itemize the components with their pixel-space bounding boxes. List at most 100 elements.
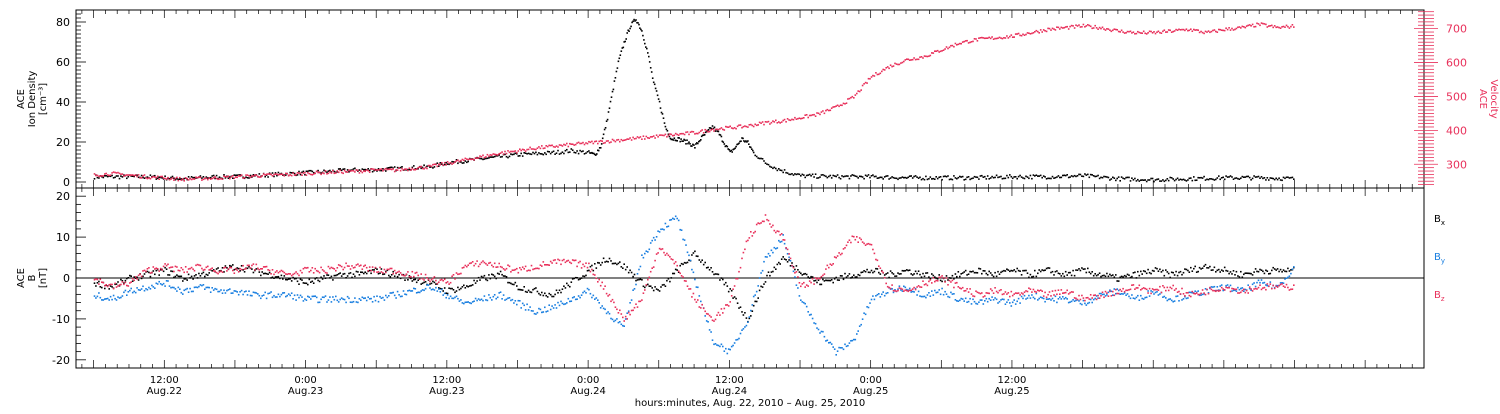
ion-density-point <box>1085 174 1088 176</box>
bx-point <box>1070 274 1073 277</box>
bx-point <box>1009 270 1011 273</box>
bz-point <box>115 286 118 288</box>
by-point <box>754 294 756 296</box>
velocity-point <box>826 108 829 111</box>
velocity-point <box>246 174 249 176</box>
by-point <box>532 310 534 312</box>
by-point <box>151 284 153 287</box>
bz-point <box>769 223 771 225</box>
ion-density-point <box>1198 177 1201 179</box>
by-point <box>438 288 440 290</box>
bx-point <box>1260 269 1263 271</box>
bx-point <box>382 273 384 276</box>
velocity-point <box>457 159 459 161</box>
velocity-point <box>1206 31 1208 33</box>
x-tick-time-label: 12:00 <box>432 375 461 386</box>
ion-density-point <box>327 170 330 172</box>
by-point <box>154 287 156 289</box>
velocity-point <box>451 163 453 165</box>
bx-point <box>296 280 299 283</box>
ion-density-point <box>589 152 591 154</box>
bz-point <box>358 265 361 267</box>
velocity-point <box>752 125 755 128</box>
bx-point <box>639 278 642 281</box>
by-point <box>975 302 977 305</box>
bx-point <box>1287 267 1289 270</box>
velocity-point <box>914 58 917 61</box>
by-point <box>817 328 820 331</box>
ion-density-point <box>1191 179 1194 182</box>
ion-density-point <box>923 178 926 181</box>
b-axis-label: [nT] <box>38 268 49 288</box>
by-point <box>757 285 759 287</box>
ion-density-point <box>960 176 962 178</box>
ion-density-point <box>1271 177 1273 179</box>
velocity-point <box>189 177 191 180</box>
bz-point <box>652 266 655 268</box>
ion-density-point <box>601 137 604 140</box>
bx-point <box>786 261 789 263</box>
bz-point <box>808 280 811 282</box>
by-point <box>265 297 268 300</box>
ion-density-point <box>878 177 880 179</box>
velocity-point <box>585 142 587 144</box>
velocity-point <box>760 122 762 124</box>
bz-point <box>1056 293 1058 296</box>
ion-density-point <box>730 149 732 152</box>
bz-point <box>520 268 522 271</box>
by-point <box>1172 300 1174 303</box>
ion-density-point <box>976 176 979 179</box>
ion-density-point <box>1190 177 1192 179</box>
by-point <box>156 283 159 285</box>
ion-density-point <box>1159 180 1161 182</box>
bx-point <box>911 274 914 276</box>
ion-density-point <box>1200 176 1202 179</box>
ion-density-point <box>745 140 747 142</box>
by-point <box>642 256 645 259</box>
bz-point <box>726 304 729 306</box>
by-point <box>1137 294 1139 297</box>
by-point <box>541 311 543 314</box>
bz-point <box>385 271 387 274</box>
by-point <box>647 251 649 253</box>
bz-point <box>1206 288 1208 291</box>
by-point <box>911 290 914 293</box>
bx-point <box>1163 274 1166 277</box>
bx-point <box>773 266 776 269</box>
velocity-point <box>1178 28 1180 31</box>
by-point <box>1078 300 1080 302</box>
by-point <box>402 290 405 292</box>
bz-point <box>586 266 589 269</box>
bx-point <box>340 275 343 277</box>
by-point <box>1203 293 1205 295</box>
ion-density-point <box>1082 175 1085 178</box>
bx-point <box>976 272 979 274</box>
bz-point <box>289 273 291 275</box>
bx-point <box>1269 272 1272 275</box>
bz-point <box>129 282 131 284</box>
bz-point <box>939 276 942 279</box>
bz-point <box>104 284 106 287</box>
bx-point <box>120 278 122 281</box>
by-point <box>838 346 840 349</box>
velocity-point <box>1042 29 1045 31</box>
by-point <box>1259 281 1261 284</box>
bz-point <box>315 269 318 272</box>
bz-point <box>848 239 851 241</box>
bx-point <box>929 278 932 280</box>
by-point <box>383 299 386 301</box>
velocity-point <box>789 119 792 122</box>
by-point <box>237 293 240 296</box>
bx-point <box>1207 267 1210 269</box>
ion-density-point <box>919 176 921 179</box>
bx-point <box>1047 267 1049 269</box>
velocity-point <box>426 167 428 170</box>
bx-point <box>616 263 618 266</box>
bz-point <box>929 279 932 281</box>
velocity-point <box>744 125 746 127</box>
bx-point <box>558 289 561 292</box>
bx-point <box>1017 269 1020 272</box>
bz-point <box>93 278 96 281</box>
ion-density-point <box>117 175 119 177</box>
bx-point <box>864 270 867 273</box>
